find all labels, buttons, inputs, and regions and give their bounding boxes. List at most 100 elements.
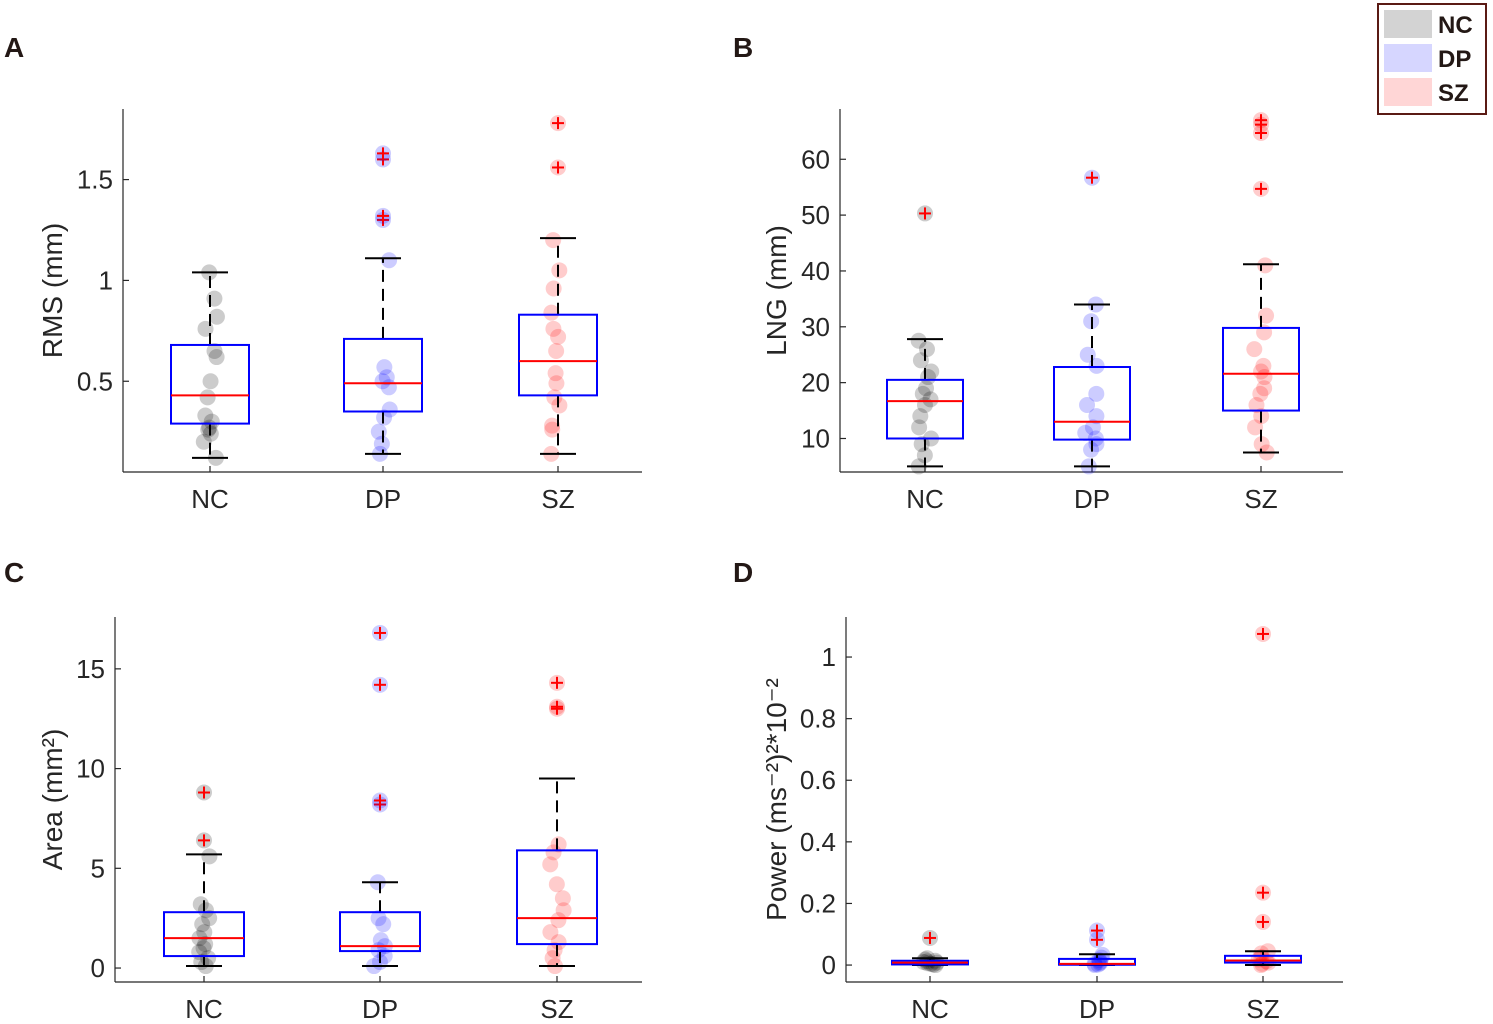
y-tick-label: 10 [801, 423, 830, 453]
x-tick-label: SZ [540, 994, 573, 1024]
data-point [544, 421, 561, 438]
box-group-dp [1058, 922, 1136, 974]
data-point [542, 924, 559, 941]
outlier [1089, 922, 1105, 939]
data-point [1255, 357, 1272, 374]
y-tick-label: 0.2 [800, 888, 836, 918]
data-point [1079, 396, 1096, 413]
outlier [372, 676, 388, 693]
panel-d: D 0 0.2 0.4 0.6 0.8 1 Power (ms⁻²)²*10⁻² NC DP SZ [733, 557, 1343, 1024]
data-point [1253, 436, 1270, 453]
iqr-box [163, 911, 245, 958]
data-point [550, 912, 567, 929]
data-point [1256, 380, 1273, 397]
data-point [910, 332, 927, 349]
iqr-box [516, 849, 598, 946]
data-point [542, 856, 559, 873]
data-point [197, 902, 214, 919]
iqr-box [518, 313, 598, 397]
data-point [192, 896, 209, 913]
y-tick-label: 15 [76, 654, 105, 684]
box-group-nc [170, 264, 250, 466]
iqr-box [170, 343, 250, 425]
y-tick-label: 1 [822, 642, 836, 672]
legend-swatch-nc [1384, 10, 1432, 38]
data-point [1252, 385, 1269, 402]
panel-letter: B [733, 32, 753, 63]
y-axis-label: Power (ms⁻²)²*10⁻² [761, 678, 792, 921]
y-tick-label: 0.5 [77, 366, 113, 396]
outlier [917, 205, 933, 222]
data-point [194, 916, 211, 933]
outlier [1253, 112, 1269, 129]
data-point [922, 391, 939, 408]
y-axis-label: LNG (mm) [761, 225, 792, 356]
box-group-sz [1224, 625, 1302, 974]
data-point [545, 232, 562, 249]
data-point [1246, 341, 1263, 358]
y-tick-label: 40 [801, 256, 830, 286]
legend: NC DP SZ [1377, 3, 1487, 115]
box-group-sz [1222, 112, 1300, 461]
y-tick-label: 5 [91, 853, 105, 883]
data-point [200, 421, 217, 438]
data-point [545, 280, 562, 297]
data-point [1248, 396, 1265, 413]
data-point [381, 252, 398, 269]
data-point [911, 419, 928, 436]
data-point [1258, 307, 1275, 324]
panel-a: A 0.5 1 1.5 RMS (mm) NC DP SZ [4, 32, 642, 514]
data-point [206, 290, 223, 307]
outlier [1253, 180, 1269, 197]
outlier [1089, 931, 1105, 948]
data-point [375, 916, 392, 933]
outlier [372, 792, 388, 809]
outlier [196, 832, 212, 849]
data-point [208, 308, 225, 325]
data-point [201, 910, 218, 927]
box-group-sz [516, 674, 598, 975]
data-point [554, 890, 571, 907]
box-group-dp [1053, 169, 1131, 475]
outlier [1084, 169, 1100, 186]
iqr-box [1053, 366, 1131, 441]
data-point [199, 389, 216, 406]
outlier [549, 698, 565, 715]
outlier [1255, 913, 1271, 930]
data-point [548, 876, 565, 893]
data-point [1084, 419, 1101, 436]
y-tick-label: 0.6 [800, 765, 836, 795]
data-point [373, 435, 390, 452]
data-point [370, 423, 387, 440]
data-point [551, 262, 568, 279]
outlier [1255, 884, 1271, 901]
data-point [918, 341, 935, 358]
data-point [543, 304, 560, 321]
data-point [197, 320, 214, 337]
y-tick-label: 0.4 [800, 827, 836, 857]
data-point [1088, 408, 1105, 425]
y-tick-label: 0.8 [800, 704, 836, 734]
y-axis-label: RMS (mm) [37, 223, 68, 358]
y-tick-label: 30 [801, 312, 830, 342]
panel-letter: A [4, 32, 24, 63]
legend-label-dp: DP [1438, 46, 1471, 73]
x-tick-label: NC [911, 994, 949, 1024]
data-point [196, 924, 213, 941]
data-point [548, 343, 565, 359]
x-tick-label: DP [365, 484, 401, 514]
data-point [1079, 346, 1096, 363]
x-tick-label: NC [191, 484, 229, 514]
box-group-nc [886, 205, 964, 475]
x-tick-label: NC [906, 484, 944, 514]
data-point [555, 902, 572, 919]
outlier [549, 674, 565, 691]
x-tick-label: DP [362, 994, 398, 1024]
y-tick-label: 0 [822, 950, 836, 980]
data-point [208, 349, 225, 366]
legend-swatch-dp [1384, 44, 1432, 72]
y-tick-label: 1.5 [77, 165, 113, 195]
panel-c: C 0 5 10 15 Area (mm²) NC DP SZ [4, 557, 642, 1024]
